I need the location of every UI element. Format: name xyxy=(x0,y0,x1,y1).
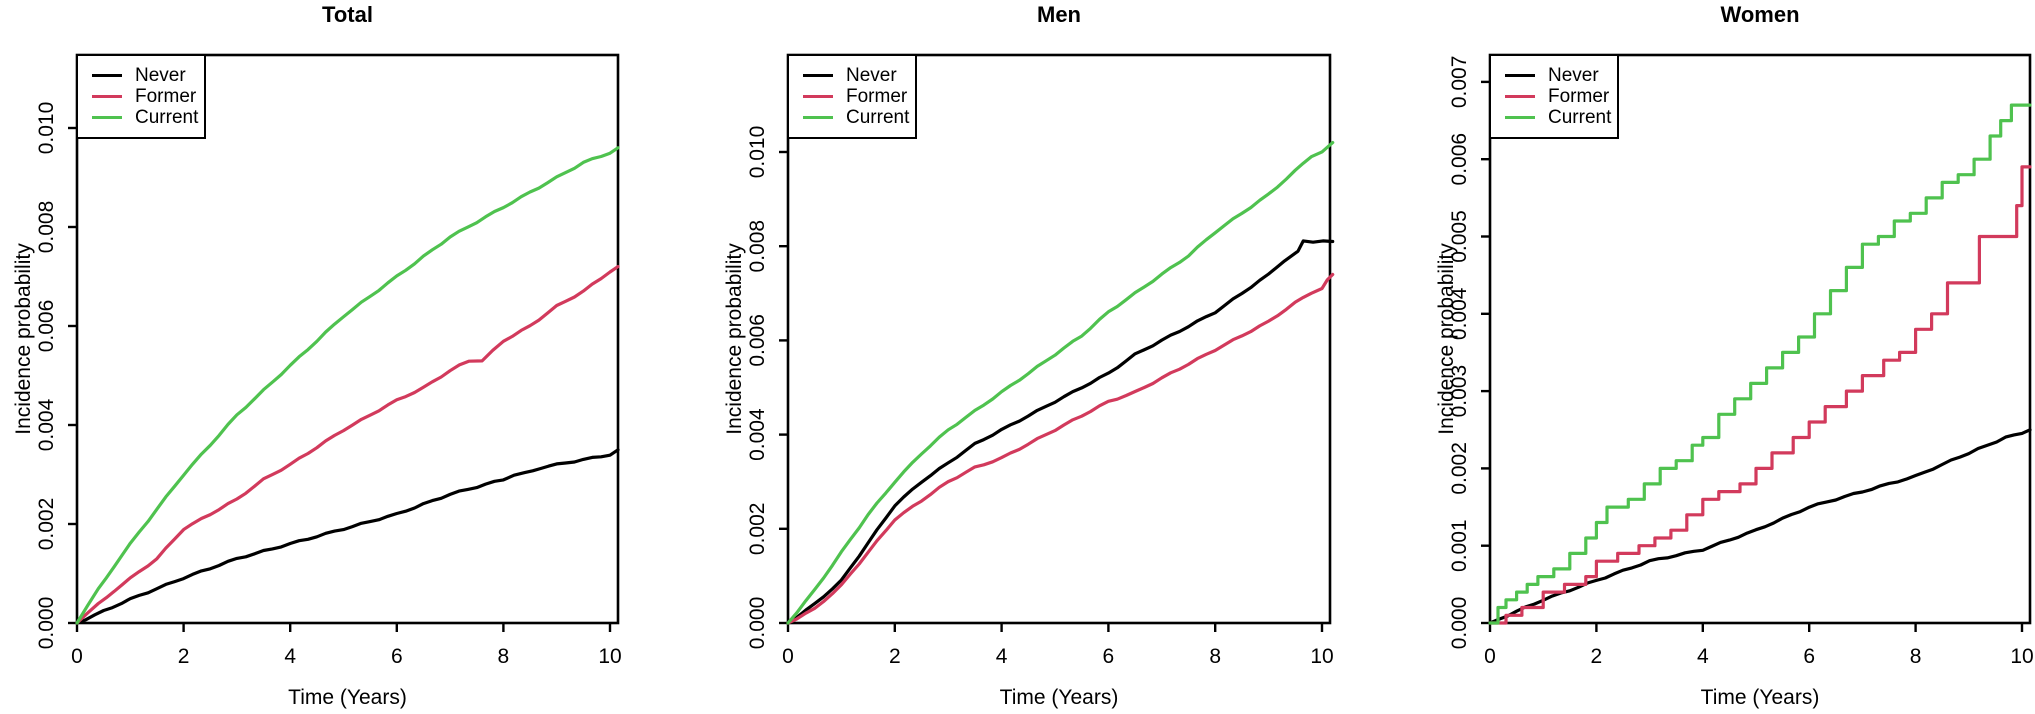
legend-item-former: Former xyxy=(803,86,915,107)
x-tick-label: 6 xyxy=(1103,645,1115,668)
legend-item-current: Current xyxy=(92,107,204,128)
y-tick-label: 0.010 xyxy=(746,126,769,179)
never-line-swatch xyxy=(1505,74,1535,77)
x-tick-label: 4 xyxy=(996,645,1008,668)
curve-never xyxy=(75,448,620,625)
y-tick-label: 0.003 xyxy=(1448,365,1471,418)
y-tick-label: 0.008 xyxy=(746,220,769,273)
y-tick-label: 0.006 xyxy=(746,314,769,367)
curve-current xyxy=(786,141,1335,625)
panel-men: 0 2 4 6 8 10 0.000 0.002 0.004 0.006 0.008 0.010 xyxy=(746,53,1335,668)
legend-label: Never xyxy=(846,65,897,86)
y-tick-label: 0.004 xyxy=(35,398,58,451)
x-tick-label: 0 xyxy=(782,645,794,668)
current-line-swatch xyxy=(92,116,122,119)
x-tick-label: 10 xyxy=(598,645,621,668)
curve-former xyxy=(786,272,1335,625)
legend-label: Never xyxy=(1548,65,1599,86)
x-tick-label: 6 xyxy=(391,645,403,668)
x-tick-label: 2 xyxy=(889,645,901,668)
y-tick-label: 0.004 xyxy=(746,408,769,461)
y-tick-label: 0.008 xyxy=(35,201,58,254)
x-tick-label: 2 xyxy=(1591,645,1603,668)
legend-label: Current xyxy=(135,107,199,128)
plot-box xyxy=(786,53,1332,625)
legend-label: Current xyxy=(846,107,910,128)
panel-women: 0 2 4 6 8 10 0.000 0.001 0.002 0.003 0.004 0.005 0.0… xyxy=(1448,53,2034,668)
y-tick-label: 0.006 xyxy=(1448,133,1471,186)
legend-label: Former xyxy=(1548,86,1610,107)
legend-item-never: Never xyxy=(803,65,915,86)
legend-item-never: Never xyxy=(92,65,204,86)
x-axis-label-women: Time (Years) xyxy=(1700,686,1820,709)
plot-box xyxy=(75,53,620,625)
y-tick-label: 0.007 xyxy=(1448,56,1471,109)
legend-men: Never Former Current xyxy=(787,54,917,139)
y-tick-label: 0.004 xyxy=(1448,287,1471,340)
x-tick-label: 8 xyxy=(498,645,510,668)
y-tick-label: 0.001 xyxy=(1448,519,1471,572)
x-tick-label: 8 xyxy=(1209,645,1221,668)
legend-label: Current xyxy=(1548,107,1612,128)
panel-title-men: Men xyxy=(1037,2,1081,27)
x-tick-label: 10 xyxy=(1310,645,1333,668)
x-tick-label: 8 xyxy=(1910,645,1922,668)
x-axis-label-men: Time (Years) xyxy=(999,686,1119,709)
y-tick-label: 0.000 xyxy=(35,597,58,650)
panel-total: 0 2 4 6 8 10 0.000 0.002 0.004 0.006 0.008 0.010 xyxy=(35,53,622,668)
legend-item-current: Current xyxy=(803,107,915,128)
legend-label: Former xyxy=(135,86,197,107)
x-tick-label: 4 xyxy=(1697,645,1709,668)
x-tick-label: 0 xyxy=(71,645,83,668)
plot-box xyxy=(1488,53,2032,625)
y-tick-label: 0.002 xyxy=(35,498,58,551)
legend-label: Former xyxy=(846,86,908,107)
current-line-swatch xyxy=(1505,116,1535,119)
panel-title-women: Women xyxy=(1720,2,1800,27)
former-line-swatch xyxy=(1505,95,1535,98)
legend-label: Never xyxy=(135,65,186,86)
legend-women: Never Former Current xyxy=(1489,54,1619,139)
former-line-swatch xyxy=(803,95,833,98)
current-line-swatch xyxy=(803,116,833,119)
never-line-swatch xyxy=(803,74,833,77)
former-line-swatch xyxy=(92,95,122,98)
x-tick-label: 6 xyxy=(1803,645,1815,668)
legend-item-former: Former xyxy=(1505,86,1617,107)
x-tick-label: 0 xyxy=(1484,645,1496,668)
y-tick-label: 0.006 xyxy=(35,300,58,353)
y-tick-label: 0.002 xyxy=(746,503,769,556)
x-axis-label-total: Time (Years) xyxy=(288,686,407,709)
y-tick-label: 0.000 xyxy=(746,597,769,650)
y-tick-label: 0.005 xyxy=(1448,210,1471,263)
legend-item-current: Current xyxy=(1505,107,1617,128)
x-tick-label: 10 xyxy=(2010,645,2033,668)
curve-current xyxy=(1488,103,2032,625)
x-tick-label: 2 xyxy=(178,645,190,668)
y-tick-label: 0.002 xyxy=(1448,442,1471,495)
curve-current xyxy=(75,146,620,625)
curve-never xyxy=(1488,428,2032,625)
y-tick-label: 0.010 xyxy=(35,102,58,155)
x-tick-label: 4 xyxy=(284,645,296,668)
y-tick-label: 0.000 xyxy=(1448,597,1471,650)
panel-title-total: Total xyxy=(322,2,373,27)
legend-item-former: Former xyxy=(92,86,204,107)
legend-item-never: Never xyxy=(1505,65,1617,86)
curve-former xyxy=(75,265,620,625)
curve-former xyxy=(1488,165,2032,625)
legend-total: Never Former Current xyxy=(76,54,206,139)
never-line-swatch xyxy=(92,74,122,77)
curve-never xyxy=(786,239,1335,625)
